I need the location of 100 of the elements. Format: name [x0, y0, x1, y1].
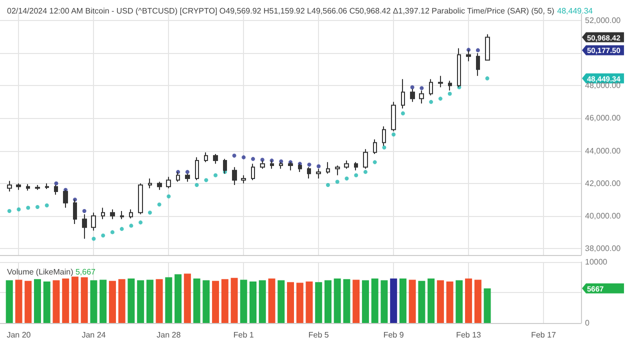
point — [438, 96, 442, 101]
bar — [362, 280, 369, 323]
point — [392, 132, 396, 136]
bar — [436, 280, 444, 323]
bar — [465, 278, 472, 323]
annotation: 48,449.34 — [557, 6, 594, 16]
candlestick — [373, 138, 377, 155]
point — [194, 182, 199, 187]
bar — [230, 278, 238, 323]
y-tick-label: 40,000.00 — [585, 211, 622, 220]
candlestick — [344, 160, 349, 170]
bar — [324, 280, 332, 323]
bar — [108, 280, 116, 323]
bar — [137, 280, 144, 323]
x-tick-label: Jan 20 — [6, 330, 32, 339]
bar — [71, 276, 78, 323]
point — [7, 209, 12, 214]
candlestick — [91, 212, 96, 232]
bar — [352, 280, 360, 323]
bar — [128, 278, 135, 323]
point — [344, 176, 349, 180]
point — [429, 100, 434, 104]
candlestick — [35, 184, 40, 190]
bar — [334, 278, 341, 323]
point — [316, 164, 321, 168]
candlestick — [391, 101, 396, 132]
candlestick — [73, 199, 77, 225]
candlestick — [485, 34, 490, 61]
candlestick — [466, 49, 471, 62]
bar — [296, 282, 304, 323]
point — [35, 204, 40, 209]
bar — [43, 282, 50, 323]
point — [92, 236, 96, 241]
point — [363, 170, 368, 174]
bar — [287, 282, 294, 323]
point — [354, 173, 358, 178]
point — [326, 182, 330, 187]
bar — [6, 280, 13, 323]
bar — [118, 279, 126, 323]
candlestick — [363, 148, 368, 170]
bar — [390, 278, 398, 323]
candlestick — [195, 156, 199, 181]
point — [129, 224, 134, 228]
bar — [146, 280, 154, 323]
candlestick — [129, 208, 133, 219]
bar — [258, 280, 266, 323]
y-tick-label: 48,000.00 — [585, 81, 622, 90]
bar — [15, 280, 22, 323]
candlestick — [354, 162, 358, 171]
candlestick — [110, 208, 115, 220]
y-tick-label: 44,000.00 — [585, 146, 622, 156]
point — [251, 156, 256, 161]
point — [157, 202, 162, 207]
x-tick-label: Jan 28 — [156, 330, 182, 339]
bar — [343, 279, 350, 323]
text: Volume (LikeMain) — [7, 268, 76, 276]
candlestick — [448, 80, 452, 92]
candlestick — [7, 180, 12, 192]
point — [54, 181, 58, 186]
bar — [408, 280, 416, 323]
bar — [90, 280, 98, 323]
candlestick — [335, 164, 340, 176]
x-tick-label: Feb 17 — [531, 330, 557, 339]
point — [214, 173, 218, 178]
point — [148, 210, 152, 215]
candlestick — [232, 166, 237, 186]
bar — [165, 277, 172, 323]
point — [382, 146, 386, 150]
bar — [100, 280, 107, 323]
annotation: 5,667 — [75, 268, 96, 276]
bar — [221, 279, 228, 323]
bar — [306, 282, 313, 323]
candlestick — [476, 52, 480, 76]
point — [410, 85, 414, 90]
x-tick-label: Feb 1 — [233, 330, 254, 339]
candlestick — [26, 184, 30, 192]
candlestick — [138, 182, 143, 215]
bar — [184, 274, 191, 323]
candlestick — [270, 160, 274, 170]
point — [335, 180, 340, 184]
bar — [474, 280, 482, 323]
bar — [212, 280, 220, 323]
bar — [80, 277, 88, 323]
bar — [62, 278, 70, 323]
candlestick — [307, 166, 311, 179]
bar — [174, 274, 182, 323]
bar — [52, 280, 60, 323]
bar — [250, 282, 257, 323]
candlestick — [251, 163, 255, 181]
bar — [484, 288, 491, 323]
bar — [268, 278, 276, 323]
candlestick — [166, 176, 171, 189]
candlestick — [298, 163, 302, 172]
candlestick — [241, 174, 246, 184]
point — [44, 203, 49, 208]
y-tick-label: 52,000.00 — [585, 16, 622, 26]
point — [110, 230, 114, 234]
bar — [156, 279, 163, 323]
bar — [278, 280, 285, 323]
candlestick — [326, 162, 330, 174]
